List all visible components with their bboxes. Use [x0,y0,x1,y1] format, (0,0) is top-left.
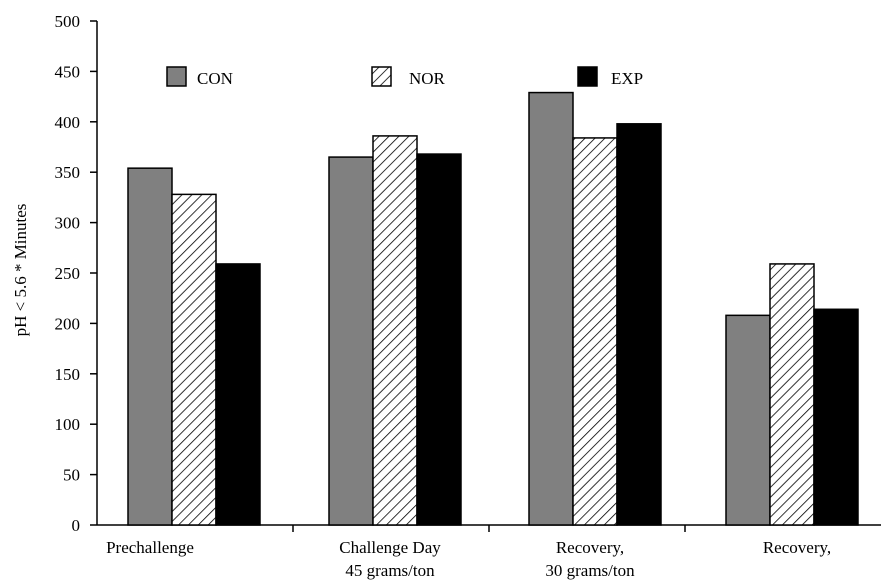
category-label: Recovery, [763,538,831,557]
y-tick-label: 250 [55,264,81,283]
bar-nor-2 [572,137,618,526]
bars [127,91,859,526]
bar-nor-0 [171,193,217,526]
y-tick-label: 300 [55,214,81,233]
bar-con-1 [328,156,374,526]
legend-label-exp: EXP [611,69,643,88]
bar-con-2 [528,91,574,526]
legend-label-nor: NOR [409,69,446,88]
category-label: Challenge Day [339,538,441,557]
y-tick-label: 200 [55,314,81,333]
bar-exp-2 [616,123,662,526]
legend-swatch-nor [371,66,392,87]
bar-exp-1 [416,153,462,526]
category-label: 30 grams/ton [545,561,635,580]
legend-swatch-exp [577,66,598,87]
bar-con-0 [127,167,173,526]
bar-nor-3 [769,263,815,526]
y-tick-label: 400 [55,113,81,132]
legend-swatch-con [166,66,187,87]
y-tick-label: 0 [72,516,81,535]
bar-exp-3 [813,308,859,526]
bar-exp-0 [215,263,261,526]
y-tick-label: 500 [55,12,81,31]
category-label: 45 grams/ton [345,561,435,580]
y-tick-label: 450 [55,62,81,81]
y-axis-label: pH < 5.6 * Minutes [11,204,30,337]
legend-label-con: CON [197,69,233,88]
legend: CON NOR EXP [166,66,643,88]
category-label: Recovery, [556,538,624,557]
bar-con-3 [725,314,771,526]
y-tick-label: 350 [55,163,81,182]
y-tick-label: 50 [63,466,80,485]
category-label: Prechallenge [106,538,194,557]
y-tick-label: 150 [55,365,81,384]
category-labels: Prechallenge Challenge Day 45 grams/ton Rec… [106,538,831,580]
y-tick-label: 100 [55,415,81,434]
y-tick-labels: 0 50 100 150 200 250 300 350 400 450 500 [55,12,81,535]
bar-nor-1 [372,135,418,526]
